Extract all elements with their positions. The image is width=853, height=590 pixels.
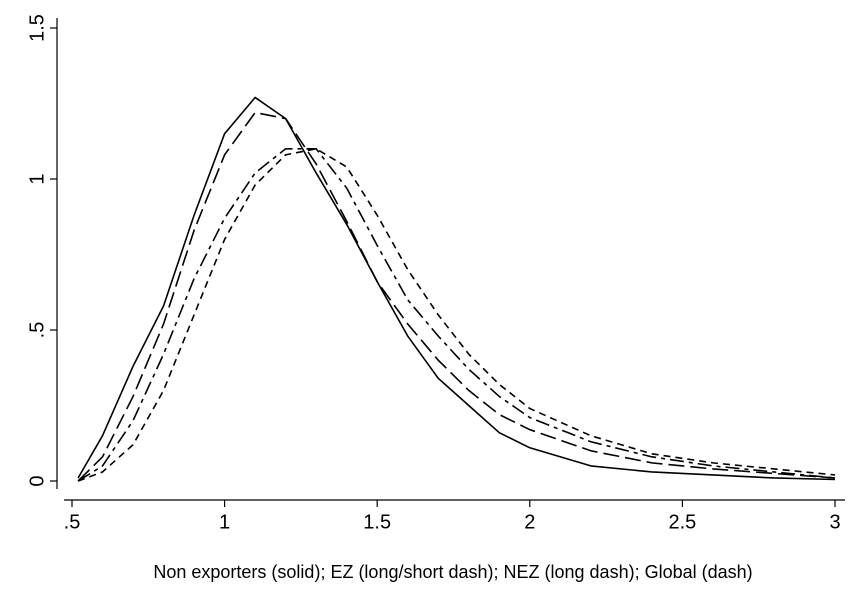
y-tick-label: 1.5 bbox=[26, 14, 48, 42]
x-axis-title: Non exporters (solid); EZ (long/short da… bbox=[153, 562, 752, 582]
series-line bbox=[77, 148, 836, 482]
y-tick-label: 0 bbox=[26, 475, 48, 486]
x-tick-label: 1 bbox=[219, 511, 230, 533]
x-tick-label: .5 bbox=[64, 511, 81, 533]
series-line bbox=[77, 148, 836, 482]
x-tick-label: 1.5 bbox=[363, 511, 391, 533]
series-line bbox=[77, 96, 836, 481]
y-tick-label: 1 bbox=[26, 173, 48, 184]
y-tick-label: .5 bbox=[26, 322, 48, 339]
x-tick-label: 2.5 bbox=[668, 511, 696, 533]
series-line bbox=[77, 111, 836, 482]
x-tick-label: 3 bbox=[829, 511, 840, 533]
x-tick-label: 2 bbox=[524, 511, 535, 533]
